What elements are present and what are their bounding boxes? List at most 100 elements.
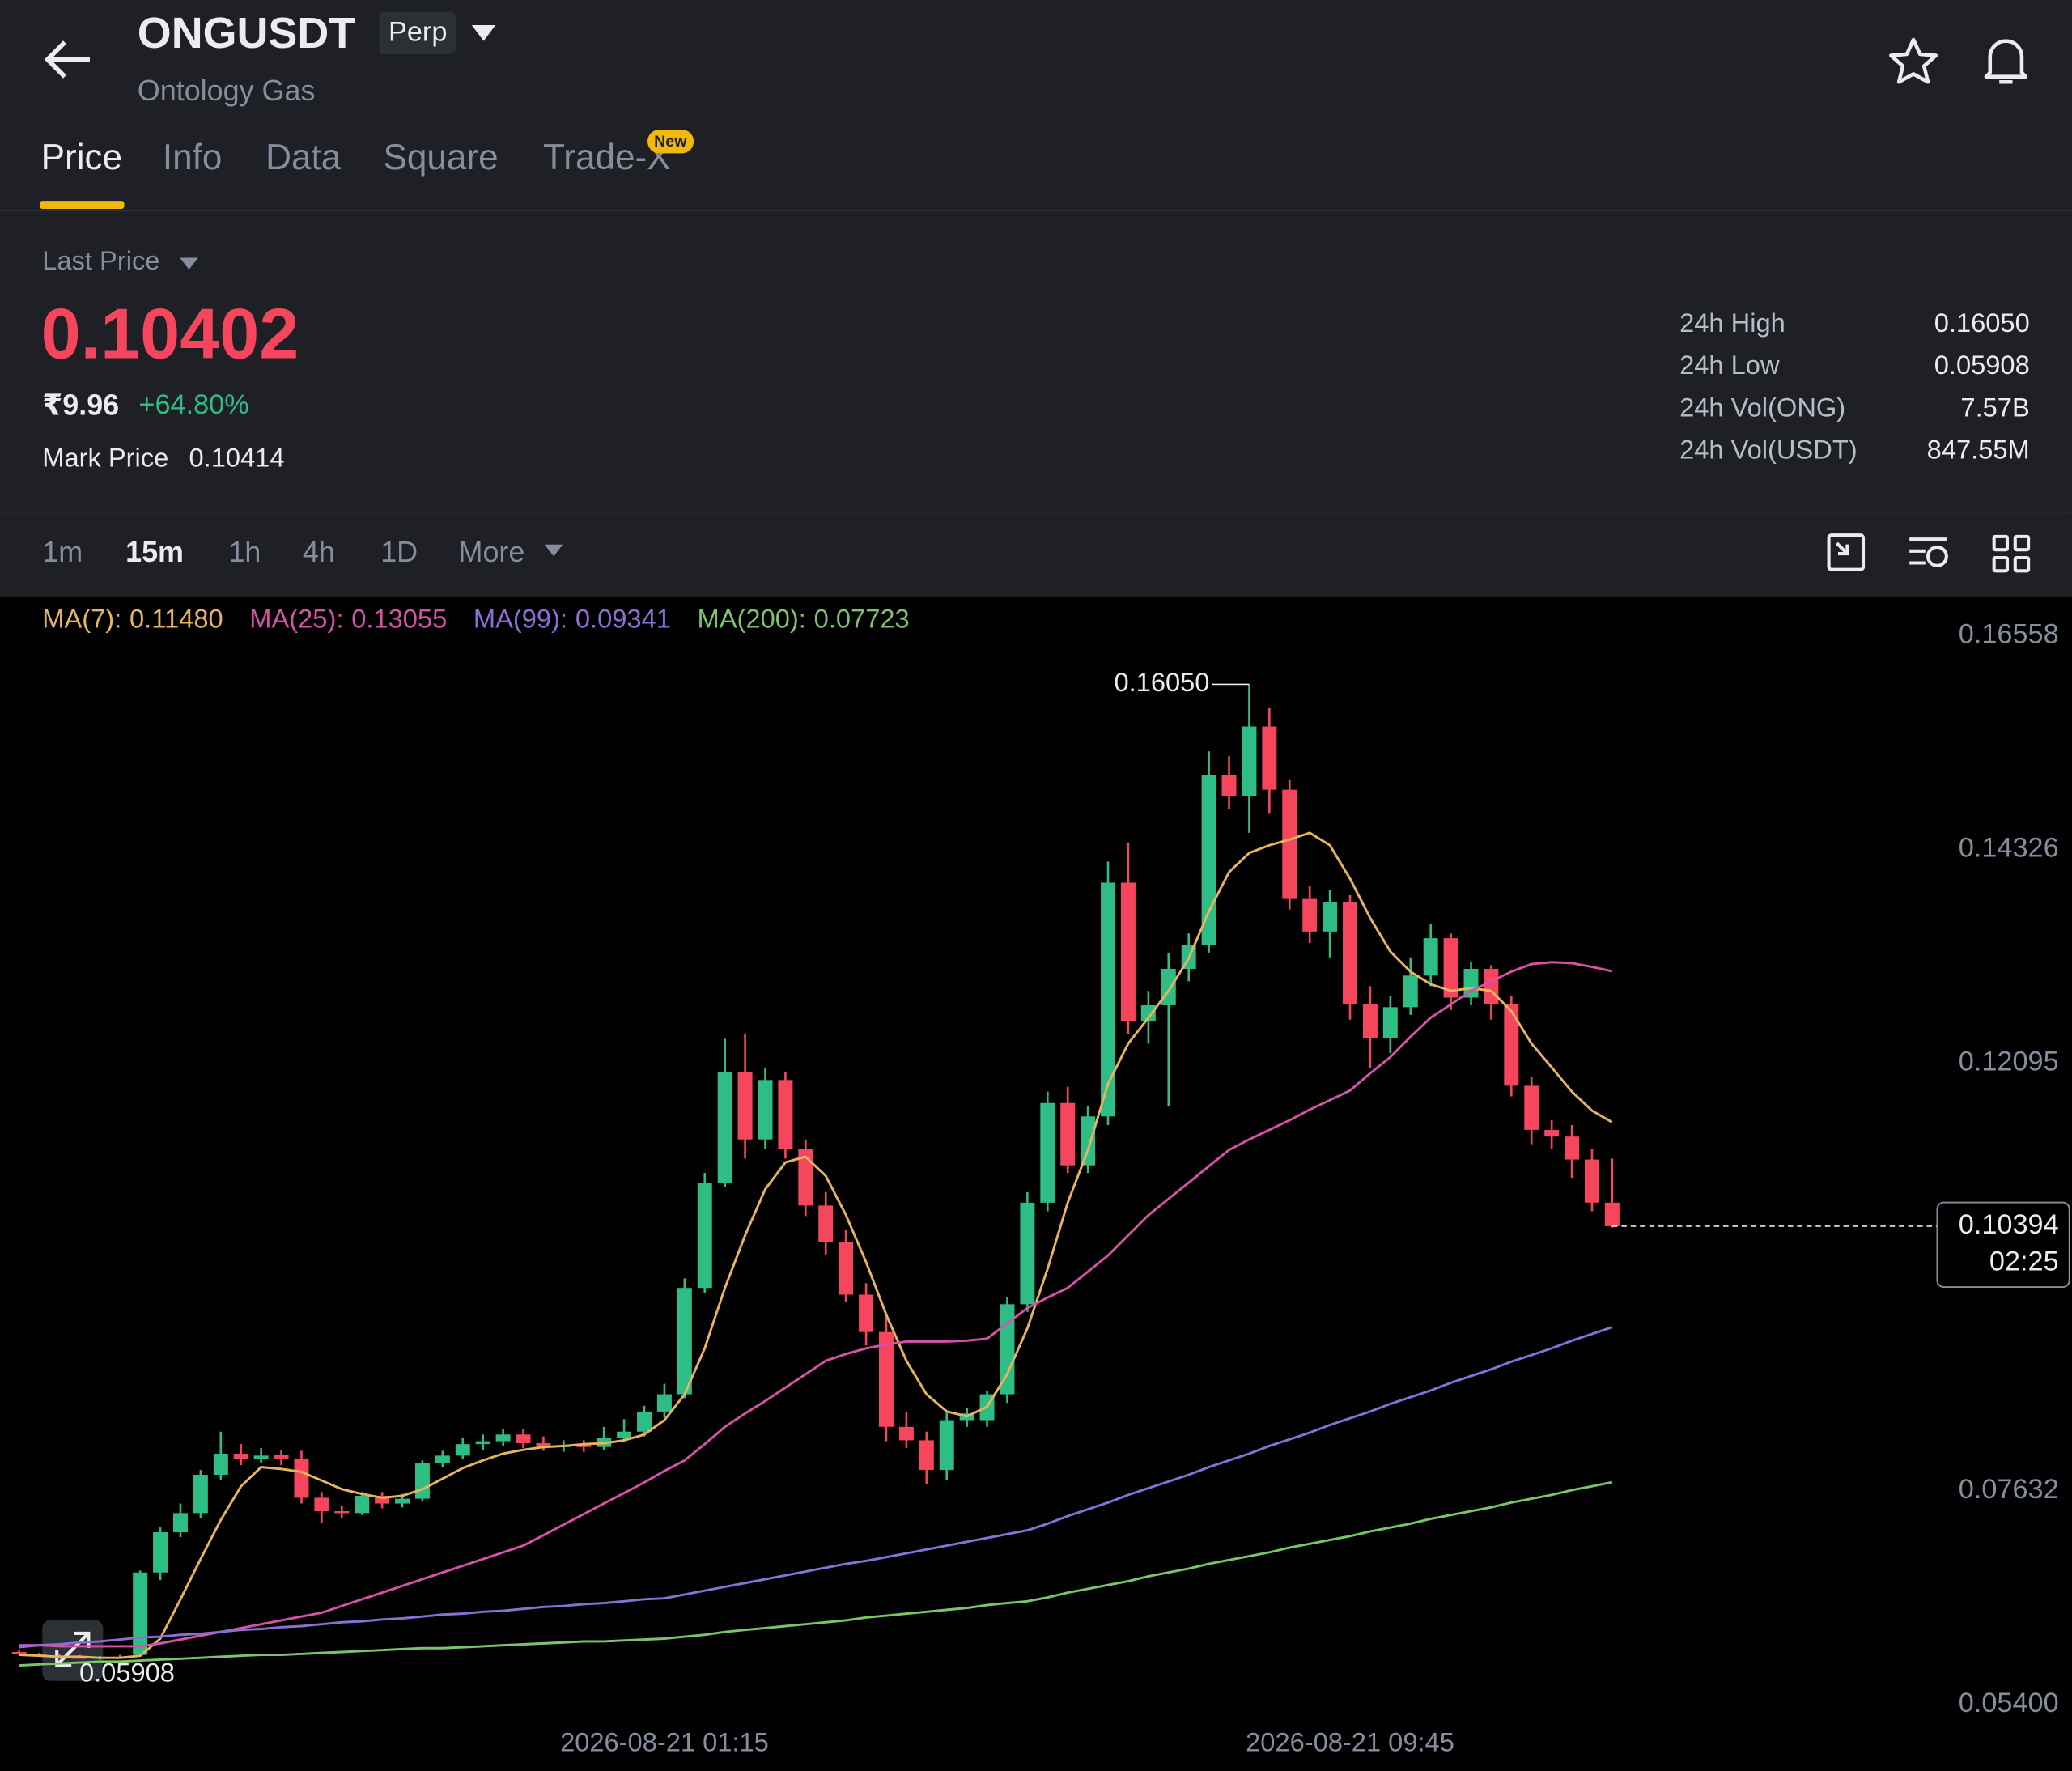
candle-body xyxy=(879,1331,894,1427)
tab[interactable]: Price xyxy=(40,137,123,177)
candle-body xyxy=(1362,1004,1378,1038)
back-button[interactable] xyxy=(42,37,92,83)
legend-value: 0.09341 xyxy=(575,605,671,635)
dropdown-icon[interactable] xyxy=(180,257,198,270)
legend-value: 0.07723 xyxy=(813,605,910,635)
candle-body xyxy=(1020,1202,1035,1305)
expand-button[interactable] xyxy=(42,1620,104,1681)
alert-icon[interactable] xyxy=(1980,33,2032,89)
legend-entry: MA(99) 0.09341 xyxy=(473,605,671,635)
ma-line xyxy=(19,1480,1613,1667)
dropdown-icon[interactable] xyxy=(470,23,497,42)
y-tick-label: 0.16558 xyxy=(1959,618,2059,649)
candle-body xyxy=(717,1072,732,1183)
candle-body xyxy=(1101,882,1116,1117)
candle-body xyxy=(1040,1102,1055,1203)
stat-label: 24h Vol(ONG) xyxy=(1679,393,1846,423)
candle-body xyxy=(778,1080,793,1149)
legend-entry: MA(25) 0.13055 xyxy=(249,605,447,635)
tab[interactable]: Square xyxy=(383,137,499,177)
interval[interactable]: 4h xyxy=(302,535,335,569)
fiat-price: ₹9.96 xyxy=(42,388,120,422)
candle-body xyxy=(1262,726,1277,790)
candle-body xyxy=(677,1288,692,1395)
mark-price: 0.10414 xyxy=(189,444,285,474)
candle-body xyxy=(1242,726,1257,796)
candle-body xyxy=(1604,1202,1620,1226)
candle-body xyxy=(1120,882,1136,1022)
stat-label: 24h High xyxy=(1679,309,1785,338)
stat-value: 0.05908 xyxy=(1934,351,2030,381)
candle-body xyxy=(1585,1159,1599,1203)
stat-label: 24h Vol(USDT) xyxy=(1679,435,1858,465)
tab[interactable]: Data xyxy=(265,137,342,177)
ma-line xyxy=(19,831,1613,1659)
candle-body xyxy=(898,1426,914,1441)
y-tick-label: 0.12095 xyxy=(1959,1047,2059,1077)
mark-price-label: Mark Price xyxy=(42,444,169,474)
candle-body xyxy=(1403,975,1418,1008)
x-tick-label: 2026-08-21 09:45 xyxy=(1246,1727,1454,1757)
candle-body xyxy=(233,1453,248,1460)
candle-body xyxy=(536,1442,551,1446)
candle-body xyxy=(274,1455,289,1459)
candle-body xyxy=(355,1496,370,1514)
header: ONGUSDT Perp Ontology Gas Price Info Dat… xyxy=(0,0,2072,597)
candle-body xyxy=(1443,938,1458,998)
perp-badge: Perp xyxy=(379,11,456,54)
candle-body xyxy=(818,1205,834,1242)
chart: 0.16558 0.14326 0.12095 0.07632 0.05400 2026-… xyxy=(11,618,2070,1757)
low-annotation: 0.05908 xyxy=(79,1657,175,1687)
legend-name: MA(200) xyxy=(697,605,799,635)
candle-body xyxy=(1081,1116,1096,1166)
candle-body xyxy=(1201,775,1216,945)
interval[interactable]: 1m xyxy=(42,535,83,569)
tab[interactable]: Info xyxy=(162,137,223,177)
candle-body xyxy=(193,1475,208,1514)
candle-body xyxy=(576,1445,592,1447)
candle-body xyxy=(919,1440,934,1471)
candle-body xyxy=(213,1453,228,1476)
candle-body xyxy=(1161,969,1176,1005)
interval[interactable]: More xyxy=(458,535,525,569)
price-change: +64.80% xyxy=(138,389,249,421)
y-tick-label: 0.07632 xyxy=(1959,1474,2059,1505)
candle-body xyxy=(173,1513,188,1533)
candle-body xyxy=(455,1444,470,1456)
settings-icon[interactable] xyxy=(1909,535,1951,569)
candle-body xyxy=(1565,1136,1580,1160)
tool-icon[interactable] xyxy=(1826,533,1866,572)
high-annotation: 0.16050 xyxy=(1114,667,1209,697)
stat-label: 24h Low xyxy=(1679,351,1780,381)
candle-body xyxy=(375,1496,390,1504)
symbol[interactable]: ONGUSDT xyxy=(137,7,356,57)
legend-entry: MA(7) 0.11480 xyxy=(42,605,223,635)
candle-body xyxy=(737,1072,753,1140)
price-type[interactable]: Last Price xyxy=(42,247,160,277)
tab-indicator xyxy=(39,201,125,209)
candle-body xyxy=(1423,938,1438,976)
dropdown-icon[interactable] xyxy=(544,544,563,558)
divider xyxy=(0,210,2072,212)
stat-value: 0.16050 xyxy=(1934,309,2030,338)
layout-icon[interactable] xyxy=(1991,534,2031,574)
candle-body xyxy=(294,1458,309,1498)
candle-body xyxy=(1302,898,1318,932)
interval[interactable]: 15m xyxy=(125,535,185,569)
candle-body xyxy=(839,1242,854,1295)
price-tag-value: 0.10394 xyxy=(1959,1209,2059,1240)
countdown: 02:25 xyxy=(1989,1246,2059,1277)
candle-body xyxy=(1221,775,1237,796)
interval[interactable]: 1h xyxy=(228,535,261,569)
interval[interactable]: 1D xyxy=(380,535,418,569)
candle-body xyxy=(516,1434,531,1443)
candle-body xyxy=(758,1080,773,1140)
favorite-icon[interactable] xyxy=(1887,36,1939,86)
candle-body xyxy=(656,1394,672,1412)
legend-name: MA(25) xyxy=(249,605,337,635)
y-tick-label: 0.14326 xyxy=(1959,833,2059,864)
candle-body xyxy=(334,1511,350,1514)
ma-line xyxy=(19,1326,1613,1649)
candle-body xyxy=(253,1455,269,1460)
